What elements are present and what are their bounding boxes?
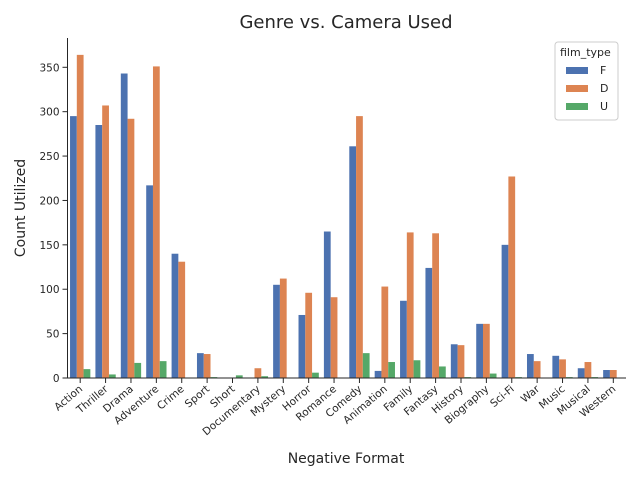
bar-u-animation bbox=[388, 362, 395, 378]
bar-u-drama bbox=[134, 362, 142, 378]
bar-u-thriller bbox=[108, 374, 116, 378]
bar-f-biography bbox=[476, 323, 483, 378]
legend-swatch-u bbox=[566, 103, 588, 110]
y-ticks: 0 50 100 150 200 250 300 350 bbox=[39, 62, 68, 385]
y-tick-label: 300 bbox=[39, 107, 59, 119]
bar-f-adventure bbox=[146, 185, 153, 378]
bar-u-family bbox=[413, 360, 421, 378]
bar-u-documentary bbox=[261, 376, 269, 378]
legend-label-u: U bbox=[600, 100, 608, 113]
bar-u-short bbox=[235, 375, 243, 378]
legend-swatch-f bbox=[566, 67, 588, 74]
x-tick-label: Sport bbox=[183, 383, 212, 410]
bar-d-romance bbox=[330, 297, 338, 378]
bar-d-history bbox=[457, 345, 465, 378]
bar-f-thriller bbox=[95, 125, 103, 378]
bar-d-action bbox=[76, 54, 84, 379]
bar-f-action bbox=[70, 116, 77, 379]
y-tick-label: 50 bbox=[46, 329, 59, 341]
bar-d-documentary bbox=[254, 368, 262, 378]
bar-f-music bbox=[552, 355, 560, 378]
x-axis-label: Negative Format bbox=[288, 451, 405, 467]
bar-d-sport bbox=[203, 354, 211, 378]
bar-d-music bbox=[559, 359, 566, 378]
bar-f-war bbox=[526, 354, 534, 378]
bar-f-western bbox=[603, 370, 610, 378]
bar-f-sport bbox=[196, 353, 204, 378]
bar-d-horror bbox=[305, 292, 313, 378]
legend-swatch-d bbox=[566, 85, 588, 92]
y-tick-label: 200 bbox=[39, 195, 59, 207]
bar-f-drama bbox=[120, 73, 128, 378]
legend-frame bbox=[554, 41, 619, 121]
bar-d-biography bbox=[482, 323, 490, 378]
bar-d-animation bbox=[381, 286, 389, 378]
bar-u-horror bbox=[312, 372, 319, 378]
bar-f-comedy bbox=[349, 146, 357, 378]
y-tick-label: 100 bbox=[39, 284, 59, 296]
bar-u-comedy bbox=[362, 353, 370, 378]
bar-f-horror bbox=[298, 314, 306, 378]
bar-d-thriller bbox=[102, 105, 109, 378]
bar-u-fantasy bbox=[438, 366, 446, 378]
bar-f-family bbox=[400, 300, 407, 378]
y-tick-label: 0 bbox=[53, 373, 60, 385]
bar-d-mystery bbox=[279, 278, 287, 378]
bar-u-adventure bbox=[159, 361, 167, 378]
bar-d-musical bbox=[584, 362, 592, 378]
bar-d-western bbox=[609, 370, 617, 378]
legend-label-f: F bbox=[600, 64, 606, 77]
y-tick-label: 150 bbox=[39, 240, 59, 252]
bar-f-history bbox=[450, 344, 458, 378]
bar-f-animation bbox=[374, 370, 382, 378]
bar-f-fantasy bbox=[425, 267, 433, 378]
bar-d-comedy bbox=[356, 116, 363, 379]
chart-title: Genre vs. Camera Used bbox=[239, 12, 452, 33]
bar-d-adventure bbox=[152, 66, 160, 378]
x-tick-label: Sci-Fi bbox=[488, 383, 517, 410]
bar-u-biography bbox=[489, 373, 497, 378]
x-ticks: ActionThrillerDramaAdventureCrimeSportSh… bbox=[52, 378, 618, 438]
bar-d-fantasy bbox=[432, 233, 439, 378]
legend-label-d: D bbox=[600, 82, 608, 95]
bar-f-mystery bbox=[273, 284, 280, 378]
legend-title: film_type bbox=[560, 46, 611, 59]
legend: film_type FDU bbox=[554, 41, 619, 121]
bar-d-war bbox=[533, 361, 541, 378]
bar-d-family bbox=[406, 232, 414, 378]
bar-f-crime bbox=[171, 253, 179, 378]
bar-f-sci-fi bbox=[501, 244, 509, 378]
bar-u-action bbox=[83, 369, 91, 378]
bar-f-musical bbox=[577, 368, 585, 378]
bar-d-crime bbox=[178, 261, 186, 378]
bar-d-drama bbox=[127, 118, 135, 378]
bar-f-romance bbox=[323, 231, 331, 378]
y-tick-label: 350 bbox=[39, 62, 59, 74]
y-axis-label: Count Utilized bbox=[13, 159, 29, 257]
bars-layer bbox=[70, 54, 617, 379]
y-tick-label: 250 bbox=[39, 151, 59, 163]
bar-d-sci-fi bbox=[508, 176, 516, 378]
x-tick-label: Crime bbox=[155, 383, 187, 412]
